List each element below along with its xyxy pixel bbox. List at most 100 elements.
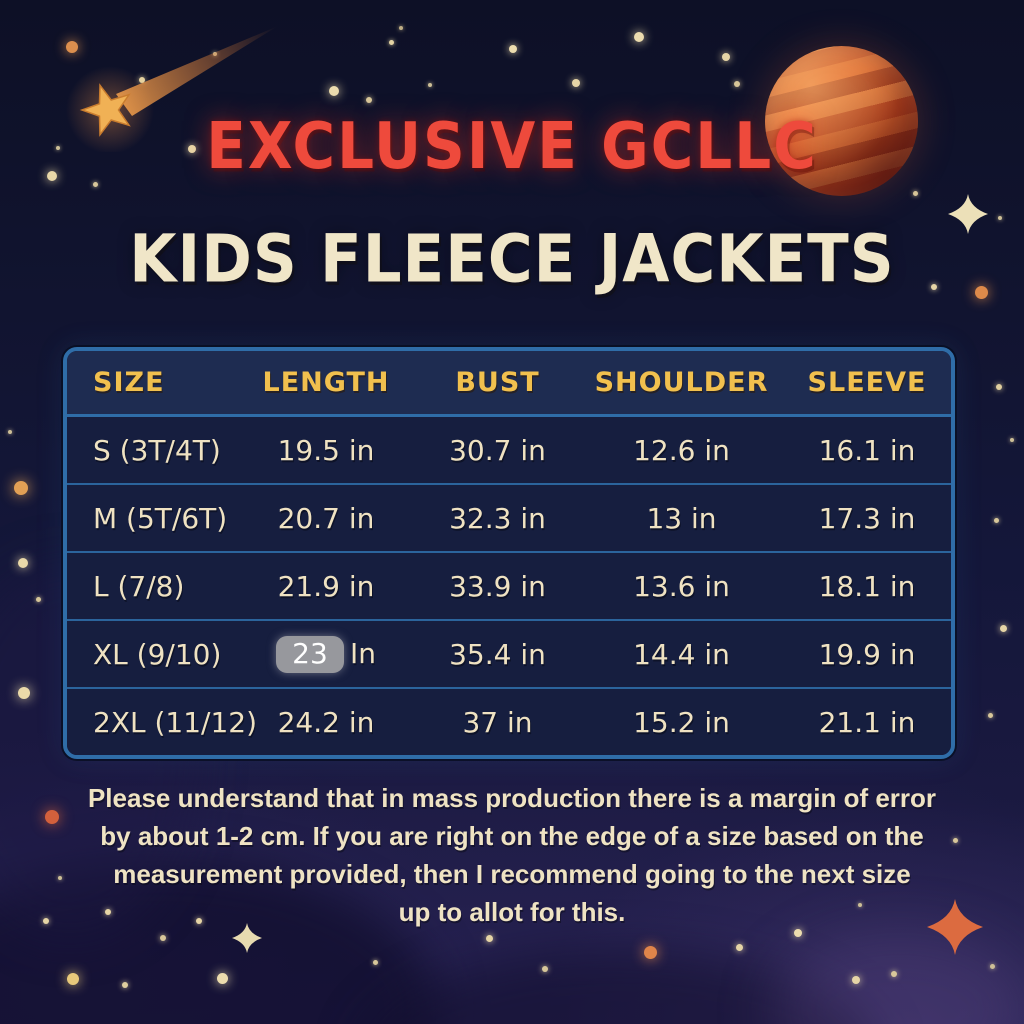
table-cell: 23 In [237, 635, 415, 673]
table-cell: 2XL (11/12) [93, 705, 258, 739]
star-dot [952, 837, 958, 843]
star-dot [722, 53, 730, 61]
star-dot [329, 86, 339, 96]
star-dot [122, 982, 128, 988]
table-cell: 32.3 in [449, 501, 546, 535]
star-dot [858, 903, 862, 907]
star-dot [998, 216, 1002, 220]
table-cell: 13.6 in [633, 569, 730, 603]
star-dot [196, 918, 202, 924]
table-cell: 13 in [646, 501, 717, 535]
star-dot [891, 971, 897, 977]
star-dot [996, 384, 1002, 390]
table-cell: 16.1 in [818, 433, 916, 467]
sparkle-shape [927, 899, 983, 955]
table-row: S (3T/4T) 19.5 in 30.7 in 12.6 in 16.1 in [67, 417, 951, 485]
star-dot [43, 918, 49, 924]
star-dot [912, 190, 918, 196]
table-cell: 35.4 in [449, 637, 546, 671]
star-icon [79, 83, 131, 137]
table-cell: 12.6 in [633, 433, 730, 467]
column-header-length: LENGTH [262, 367, 390, 398]
star-dot [974, 285, 988, 299]
table-cell: 15.2 in [633, 705, 730, 739]
table-cell: S (3T/4T) [93, 433, 221, 467]
brand-title: EXCLUSIVE GCLLC [206, 108, 818, 184]
column-header-bust: BUST [455, 367, 540, 398]
star-dot [14, 481, 28, 495]
column-header-size: SIZE [93, 367, 165, 398]
table-cell: 24.2 in [277, 705, 375, 739]
star-dot [47, 171, 57, 181]
star-dot [794, 929, 802, 937]
table-cell: 21.1 in [818, 705, 916, 739]
star-dot [388, 39, 394, 45]
column-header-shoulder: SHOULDER [594, 367, 769, 398]
star-dot [643, 945, 657, 959]
star-dot [931, 284, 937, 290]
table-row: M (5T/6T) 20.7 in 32.3 in 13 in 17.3 in [67, 485, 951, 553]
sparkle-shape [232, 923, 262, 953]
star-dot [509, 45, 517, 53]
table-cell: 14.4 in [633, 637, 730, 671]
table-row: 2XL (11/12) 24.2 in 37 in 15.2 in 21.1 in [67, 689, 951, 755]
star-dot [989, 963, 995, 969]
column-header-sleeve: SLEEVE [807, 367, 927, 398]
star-dot [372, 959, 378, 965]
star-dot [18, 558, 28, 568]
star-dot [56, 146, 60, 150]
table-cell: 37 in [462, 705, 533, 739]
table-body: S (3T/4T) 19.5 in 30.7 in 12.6 in 16.1 in M (… [67, 417, 951, 755]
star-dot [66, 41, 78, 53]
star-dot [105, 909, 111, 915]
star-dot [188, 145, 196, 153]
table-cell: M (5T/6T) [93, 501, 228, 535]
star-dot [216, 972, 228, 984]
table-cell: 21.9 in [277, 569, 375, 603]
sparkle-shape [948, 194, 988, 234]
table-cell: 20.7 in [277, 501, 375, 535]
table-cell: 19.9 in [818, 637, 916, 671]
sparkle-icon [948, 194, 988, 234]
star-dot [1010, 438, 1014, 442]
star-dot [366, 97, 372, 103]
star-dot [8, 430, 12, 434]
star-dot [735, 943, 743, 951]
star-dot [485, 934, 493, 942]
star-dot [634, 32, 644, 42]
size-disclaimer: Please understand that in mass productio… [87, 783, 937, 927]
sparkle-icon [232, 923, 262, 953]
table-cell: 30.7 in [449, 433, 546, 467]
table-cell: 17.3 in [818, 501, 916, 535]
table-cell: L (7/8) [93, 569, 185, 603]
star-dot [45, 810, 59, 824]
star-dot [92, 181, 98, 187]
star-dot [572, 79, 580, 87]
star-dot [428, 83, 432, 87]
corrected-value-patch: 23 [275, 635, 344, 673]
star-dot [35, 596, 41, 602]
star-dot [399, 26, 403, 30]
star-dot [160, 935, 166, 941]
star-dot [993, 517, 999, 523]
table-header-row: SIZE LENGTH BUST SHOULDER SLEEVE [67, 351, 951, 417]
table-cell: 33.9 in [449, 569, 546, 603]
nebula-patch [770, 930, 1024, 1024]
star-dot [734, 81, 740, 87]
table-row: XL (9/10) 23 In 35.4 in 14.4 in 19.9 in [67, 621, 951, 689]
star-dot [58, 876, 62, 880]
size-chart-table: SIZE LENGTH BUST SHOULDER SLEEVE S (3T/4T) 19… [63, 347, 955, 759]
table-row: L (7/8) 21.9 in 33.9 in 13.6 in 18.1 in [67, 553, 951, 621]
shooting-star-icon [66, 26, 278, 152]
product-title: KIDS FLEECE JACKETS [129, 221, 895, 298]
star-dot [18, 687, 30, 699]
table-cell: 19.5 in [277, 433, 375, 467]
star-dot [542, 966, 548, 972]
sparkle-icon [927, 899, 983, 955]
star-dot [67, 973, 79, 985]
star-dot [852, 976, 860, 984]
star-dot [999, 624, 1007, 632]
planet-icon [765, 46, 918, 196]
table-cell: 18.1 in [818, 569, 916, 603]
